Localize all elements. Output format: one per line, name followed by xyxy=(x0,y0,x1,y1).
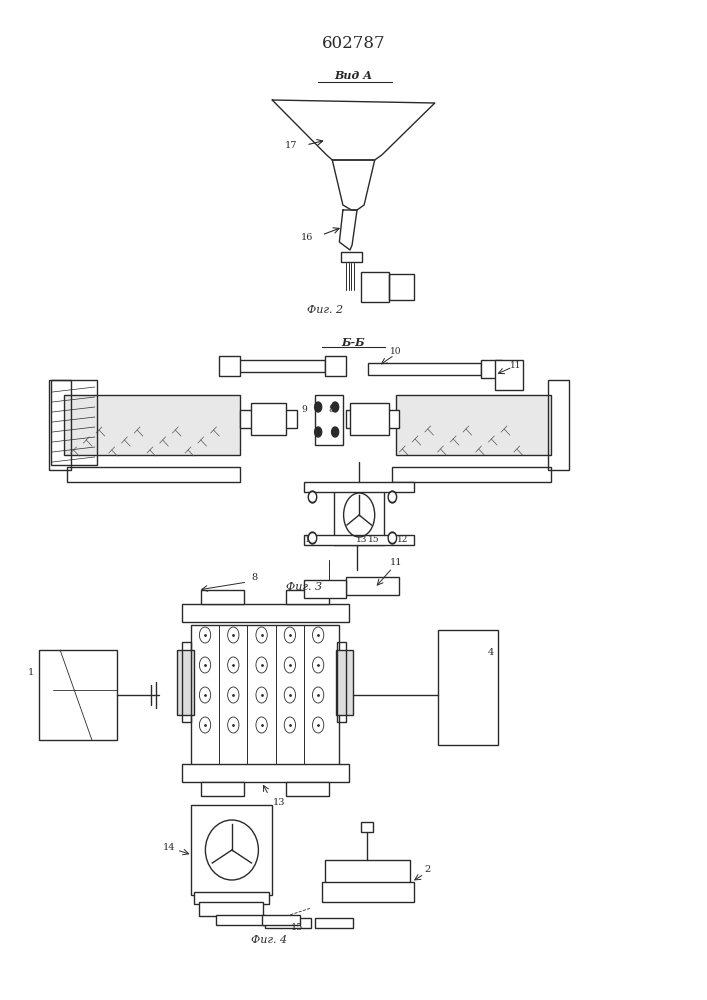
Bar xyxy=(361,272,389,302)
Text: 11: 11 xyxy=(390,558,402,567)
Text: Фиг. 3: Фиг. 3 xyxy=(286,582,322,592)
Text: 10: 10 xyxy=(390,348,402,357)
Bar xyxy=(219,356,240,376)
Bar xyxy=(389,274,414,300)
Text: 14: 14 xyxy=(305,536,317,544)
Bar xyxy=(350,403,389,435)
Bar xyxy=(39,650,117,740)
Bar xyxy=(194,892,269,904)
Circle shape xyxy=(308,491,317,503)
Text: 8: 8 xyxy=(328,406,334,414)
Text: 15: 15 xyxy=(368,536,379,544)
Bar xyxy=(438,630,498,745)
Circle shape xyxy=(390,534,395,542)
Bar xyxy=(191,625,339,765)
Text: Фиг. 4: Фиг. 4 xyxy=(250,935,287,945)
Bar xyxy=(495,360,523,390)
Bar xyxy=(481,360,502,378)
Bar xyxy=(396,395,551,455)
Bar xyxy=(49,380,71,470)
Circle shape xyxy=(308,532,317,544)
Bar xyxy=(233,360,325,372)
Bar xyxy=(262,915,300,925)
Circle shape xyxy=(388,491,397,503)
Bar xyxy=(336,650,354,715)
Bar xyxy=(265,918,311,928)
Bar xyxy=(346,410,399,428)
Bar xyxy=(361,822,373,832)
Text: 4: 4 xyxy=(488,648,494,657)
Text: Фиг. 2: Фиг. 2 xyxy=(307,305,344,315)
Text: 13: 13 xyxy=(356,536,368,544)
Bar xyxy=(199,902,263,916)
Circle shape xyxy=(332,402,339,412)
Bar xyxy=(341,252,362,262)
Circle shape xyxy=(332,427,339,437)
Text: 2: 2 xyxy=(424,865,431,874)
Bar xyxy=(346,577,399,595)
Text: 15: 15 xyxy=(291,923,303,932)
Bar xyxy=(201,782,244,796)
Bar xyxy=(286,590,329,604)
Bar xyxy=(251,403,286,435)
Bar xyxy=(334,490,384,545)
Bar xyxy=(240,410,297,428)
Circle shape xyxy=(310,534,315,542)
Text: 11: 11 xyxy=(510,360,522,369)
Circle shape xyxy=(390,493,395,501)
Bar xyxy=(182,642,191,722)
Circle shape xyxy=(315,427,322,437)
Bar xyxy=(67,467,240,482)
Bar xyxy=(182,764,349,782)
Bar xyxy=(304,482,414,492)
Text: 14: 14 xyxy=(163,843,175,852)
Bar xyxy=(286,782,329,796)
Circle shape xyxy=(310,493,315,501)
Bar xyxy=(337,642,346,722)
Bar xyxy=(548,380,569,470)
Text: 16: 16 xyxy=(300,232,313,241)
Text: 602787: 602787 xyxy=(322,35,385,52)
Bar xyxy=(177,650,194,715)
Text: 17: 17 xyxy=(284,140,297,149)
Bar xyxy=(392,467,551,482)
Text: 1: 1 xyxy=(28,668,35,677)
Bar xyxy=(51,380,97,465)
Bar xyxy=(64,395,240,455)
Circle shape xyxy=(315,402,322,412)
Bar xyxy=(315,395,343,445)
Bar xyxy=(216,915,265,925)
Bar xyxy=(315,918,354,928)
Text: 9: 9 xyxy=(301,406,307,414)
Text: 13: 13 xyxy=(273,798,286,807)
Bar xyxy=(322,882,414,902)
Circle shape xyxy=(388,532,397,544)
Text: 12: 12 xyxy=(397,536,409,544)
Text: 8: 8 xyxy=(252,573,257,582)
Bar xyxy=(201,590,244,604)
Text: Б-Б: Б-Б xyxy=(341,337,366,348)
Bar xyxy=(182,604,349,622)
Bar xyxy=(304,535,414,545)
Bar xyxy=(325,356,346,376)
Bar xyxy=(325,860,410,885)
Text: Вид А: Вид А xyxy=(334,70,373,81)
Bar xyxy=(191,805,272,895)
Bar xyxy=(304,580,346,598)
Bar xyxy=(368,363,481,375)
